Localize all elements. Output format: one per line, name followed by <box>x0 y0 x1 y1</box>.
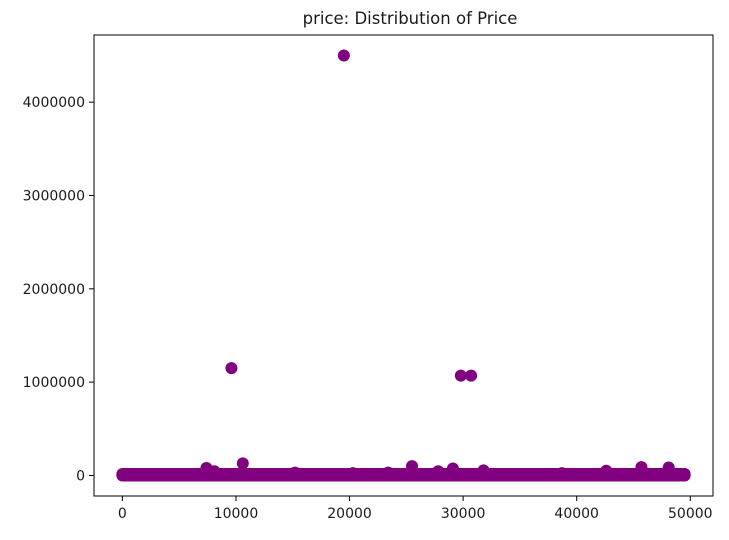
data-point <box>678 469 691 482</box>
data-point <box>343 468 356 481</box>
data-point <box>127 468 140 481</box>
data-point <box>229 468 242 481</box>
chart-title: price: Distribution of Price <box>303 9 518 28</box>
data-point <box>559 468 572 481</box>
x-tick-label: 20000 <box>327 506 372 522</box>
y-tick-label: 4000000 <box>23 95 85 111</box>
plot-frame <box>93 34 714 497</box>
x-tick-label: 50000 <box>668 506 713 522</box>
data-point <box>264 468 277 481</box>
data-point <box>423 468 436 481</box>
data-point <box>286 468 299 481</box>
data-point <box>604 468 617 481</box>
data-point <box>377 468 390 481</box>
data-point <box>139 468 152 481</box>
data-point <box>582 468 595 481</box>
data-point <box>161 468 174 481</box>
data-point <box>207 468 220 481</box>
x-tick-label: 40000 <box>554 506 599 522</box>
data-point <box>236 457 249 470</box>
data-point <box>411 468 424 481</box>
data-point <box>627 468 640 481</box>
data-point <box>547 468 560 481</box>
x-tick-label: 30000 <box>441 506 486 522</box>
data-point <box>661 468 674 481</box>
y-tick-label: 1000000 <box>23 375 85 391</box>
x-tick-label: 0 <box>118 506 127 522</box>
data-point <box>502 468 515 481</box>
data-point <box>434 468 447 481</box>
data-point <box>457 468 470 481</box>
data-point <box>309 468 322 481</box>
data-point <box>445 468 458 481</box>
data-point <box>116 469 129 482</box>
data-points <box>116 49 691 482</box>
data-point <box>366 468 379 481</box>
data-point <box>650 468 663 481</box>
data-point <box>593 468 606 481</box>
data-point <box>195 468 208 481</box>
x-axis: 0 10000 20000 30000 40000 50000 <box>118 496 713 522</box>
data-point <box>252 468 265 481</box>
data-point <box>173 468 186 481</box>
data-point <box>388 468 401 481</box>
data-point <box>536 468 549 481</box>
data-point <box>454 369 467 382</box>
data-point <box>513 468 526 481</box>
y-tick-label: 0 <box>76 468 85 484</box>
data-point <box>400 468 413 481</box>
y-tick-label: 3000000 <box>23 189 85 205</box>
data-point <box>298 468 311 481</box>
data-point <box>320 468 333 481</box>
data-point <box>638 468 651 481</box>
data-point <box>570 468 583 481</box>
data-point <box>150 468 163 481</box>
data-point <box>525 468 538 481</box>
data-point <box>218 468 231 481</box>
data-point <box>332 468 345 481</box>
data-point <box>354 468 367 481</box>
data-point <box>616 468 629 481</box>
data-point <box>241 468 254 481</box>
data-point <box>491 468 504 481</box>
y-tick-label: 2000000 <box>23 282 85 298</box>
x-tick-label: 10000 <box>214 506 259 522</box>
data-point <box>479 468 492 481</box>
data-point <box>468 468 481 481</box>
data-point <box>275 468 288 481</box>
y-axis: 0 1000000 2000000 3000000 4000000 <box>23 95 94 484</box>
data-point <box>225 362 238 375</box>
data-point <box>184 468 197 481</box>
data-point <box>337 49 350 62</box>
data-point <box>465 369 478 382</box>
